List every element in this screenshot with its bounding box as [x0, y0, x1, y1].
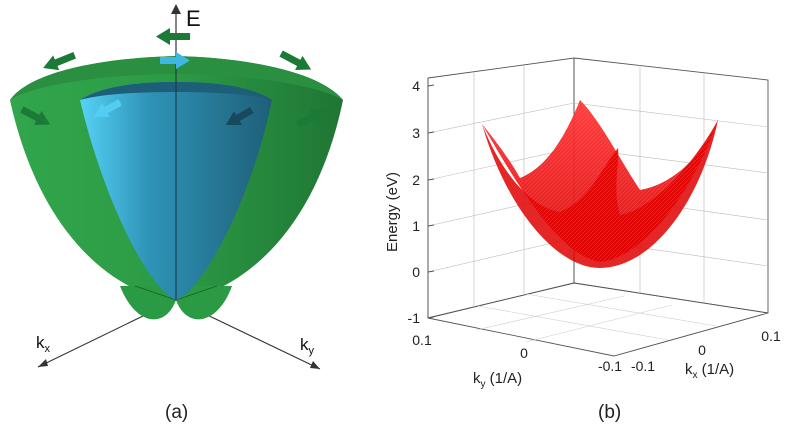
kx-ticks: -0.1 0 0.1	[631, 328, 781, 374]
ky-label: ky	[300, 335, 315, 357]
z-tick-m1: -1	[408, 310, 421, 326]
ky-axis-arrowhead	[310, 361, 320, 369]
kx-tick-0.1: 0.1	[761, 328, 781, 344]
green-arrow-left-mid	[20, 106, 51, 126]
z-tick-1: 1	[412, 218, 420, 234]
z-ticks: 4 3 2 1 0 -1	[408, 78, 435, 326]
vertex-line-left	[134, 285, 177, 301]
kx-label: kx	[36, 333, 51, 355]
blue-arrow-left	[93, 99, 122, 118]
z-axis-label: Energy (eV)	[384, 172, 401, 252]
ky-ticks: 0.1 0 -0.1	[412, 332, 622, 374]
ky-tick-0.1: 0.1	[412, 332, 432, 348]
caption-a: (a)	[165, 402, 188, 423]
panel-b: 4 3 2 1 0 -1 Energy (eV) 0.1 0 -0.1 ky (…	[384, 57, 781, 423]
box-floor	[427, 282, 769, 357]
e-axis-label: E	[186, 6, 201, 31]
kx-tick-m0.1: -0.1	[631, 358, 655, 374]
green-arrow-right-top	[279, 50, 312, 71]
green-arrow-left-top	[43, 52, 77, 71]
z-tick-2: 2	[412, 172, 420, 188]
e-axis-arrowhead	[171, 4, 181, 14]
green-arrow-top	[156, 28, 190, 45]
ky-tick-m0.1: -0.1	[598, 358, 622, 374]
panel-a: E kx ky	[10, 4, 343, 423]
caption-b: (b)	[598, 402, 621, 423]
outer-cone-lower-lobes	[120, 286, 232, 320]
blue-arrow-top	[160, 52, 190, 69]
kx-axis-label: kx (1/A)	[685, 361, 734, 381]
grid-right-wall	[573, 65, 769, 303]
grid-floor	[475, 293, 717, 343]
z-tick-4: 4	[412, 78, 420, 94]
ky-tick-0: 0	[520, 345, 528, 361]
blue-arrow-right	[225, 106, 254, 125]
vertex-line-right	[175, 285, 218, 301]
kx-axis-arrowhead	[38, 359, 48, 367]
outer-cone-rim	[10, 56, 343, 100]
kx-tick-0: 0	[698, 342, 706, 358]
green-arrow-right-mid	[296, 108, 327, 128]
z-tick-0: 0	[412, 264, 420, 280]
ky-axis-label: ky (1/A)	[473, 370, 522, 390]
z-tick-3: 3	[412, 125, 420, 141]
